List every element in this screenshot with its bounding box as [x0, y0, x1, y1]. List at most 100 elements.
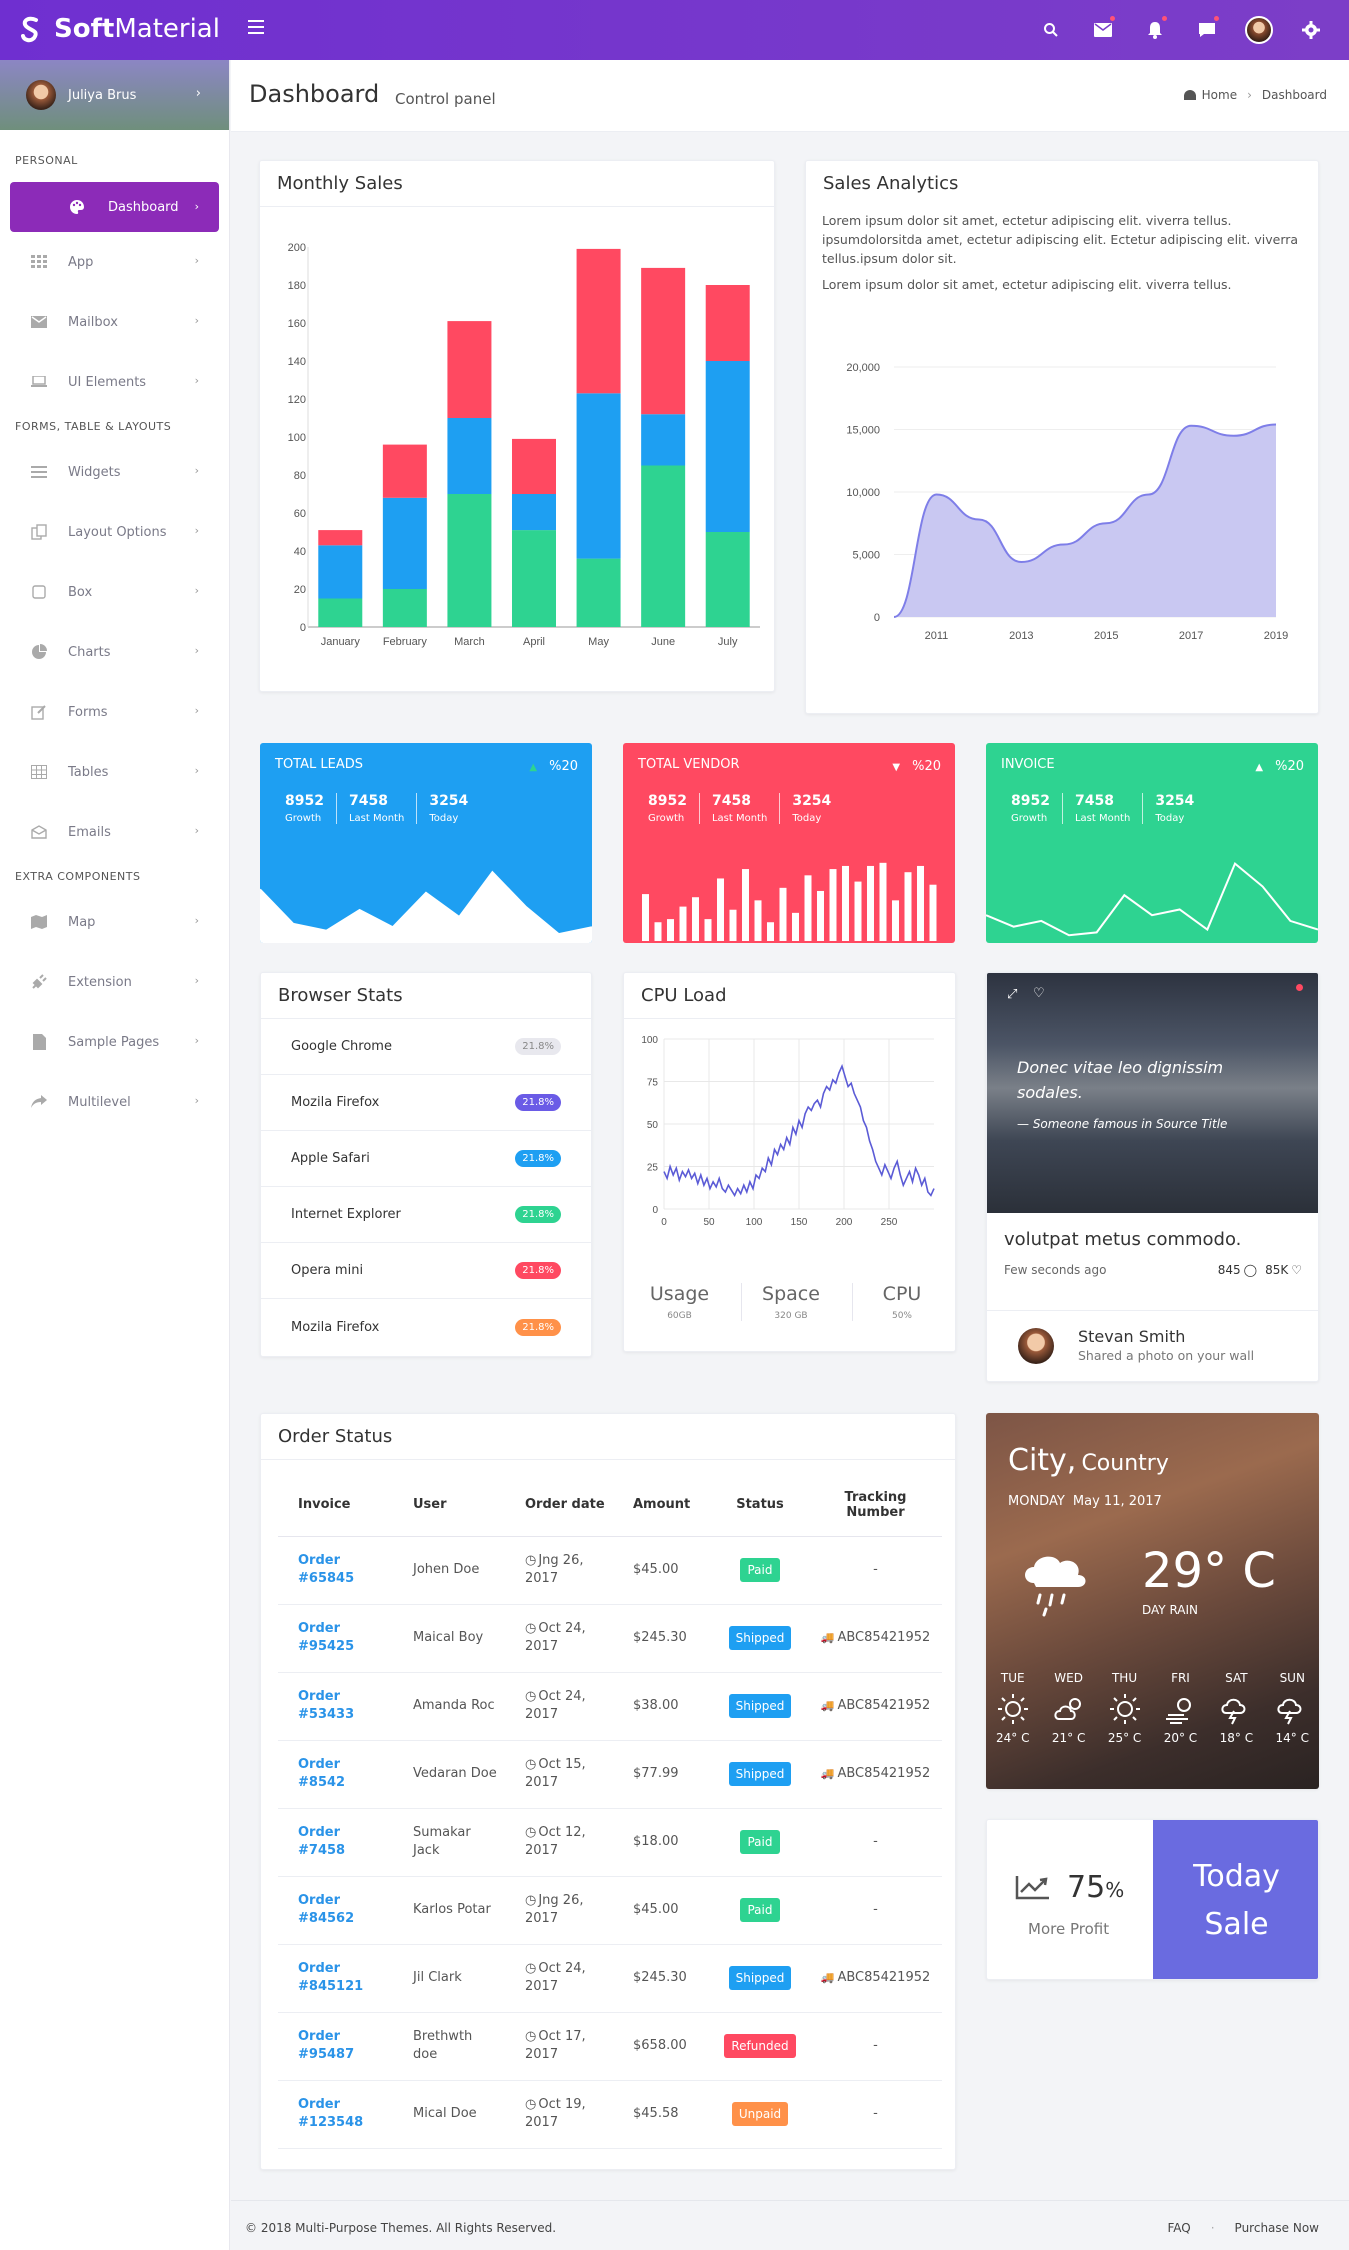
- user-avatar-button[interactable]: [1233, 0, 1285, 60]
- list-item[interactable]: Google Chrome 21.8%: [261, 1019, 591, 1075]
- sidebar-item-emails[interactable]: Emails ›: [0, 802, 229, 862]
- search-icon[interactable]: [1025, 0, 1077, 60]
- table-row[interactable]: Order #84562 Karlos Potar ◷ Jng 26, 2017 $45…: [278, 1876, 942, 1945]
- bar-segment[interactable]: [705, 285, 750, 361]
- tracking-cell: 🚚 ABC85421952: [809, 1944, 942, 2013]
- order-status-cell: Shipped: [711, 1944, 809, 2013]
- expand-icon[interactable]: ⤢: [1007, 987, 1018, 1002]
- list-item[interactable]: Apple Safari 21.8%: [261, 1131, 591, 1187]
- bar-segment[interactable]: [318, 598, 363, 628]
- table-row[interactable]: Order #8542 Vedaran Doe ◷ Oct 15, 2017 $77.9…: [278, 1740, 942, 1809]
- sidebar-item-tables[interactable]: Tables ›: [0, 742, 229, 802]
- bar-segment[interactable]: [576, 393, 621, 559]
- invoice-card[interactable]: INVOICE ▲ %20 8952 Growth 7458 Last Month 3254 T…: [986, 743, 1318, 943]
- menu-toggle-icon[interactable]: [248, 20, 264, 34]
- bar-segment[interactable]: [382, 589, 427, 627]
- sidebar-item-app[interactable]: App ›: [0, 232, 229, 292]
- order-amount: $45.00: [613, 1876, 711, 1945]
- list-item[interactable]: Internet Explorer 21.8%: [261, 1187, 591, 1243]
- invoice-link[interactable]: Order #95487: [278, 2012, 393, 2081]
- bar-segment[interactable]: [447, 321, 492, 418]
- invoice-link[interactable]: Order #845121: [278, 1944, 393, 2013]
- heart-icon[interactable]: ♡: [1033, 986, 1045, 1001]
- table-row[interactable]: Order #845121 Jil Clark ◷ Oct 24, 2017 $245.…: [278, 1944, 942, 2013]
- table-row[interactable]: Order #95425 Maical Boy ◷ Oct 24, 2017 $245.…: [278, 1604, 942, 1673]
- bar-segment[interactable]: [318, 545, 363, 599]
- bar-segment[interactable]: [447, 418, 492, 494]
- bar-segment[interactable]: [705, 532, 750, 627]
- list-item[interactable]: Mozila Firefox 21.8%: [261, 1075, 591, 1131]
- sidebar-item-dashboard[interactable]: Dashboard ›: [10, 182, 219, 232]
- invoice-link[interactable]: Order #123548: [278, 2080, 393, 2149]
- post-heading[interactable]: volutpat metus commodo.: [1004, 1229, 1242, 1250]
- gear-icon[interactable]: [1285, 0, 1337, 60]
- footer-link-faq[interactable]: FAQ: [1167, 2221, 1191, 2235]
- status-badge: Shipped: [728, 1762, 792, 1786]
- invoice-link[interactable]: Order #7458: [278, 1808, 393, 1877]
- list-item[interactable]: Opera mini 21.8%: [261, 1243, 591, 1299]
- footer-link-purchase[interactable]: Purchase Now: [1234, 2221, 1319, 2235]
- sidebar-item-ui-elements[interactable]: UI Elements ›: [0, 352, 229, 412]
- table-row[interactable]: Order #95487 Brethwth doe ◷ Oct 17, 2017 $65…: [278, 2012, 942, 2081]
- sidebar-item-map[interactable]: Map ›: [0, 892, 229, 952]
- bar-segment[interactable]: [641, 267, 686, 415]
- column-header[interactable]: User: [393, 1474, 505, 1537]
- sidebar-item-box[interactable]: Box ›: [0, 562, 229, 622]
- user-name[interactable]: Stevan Smith: [1078, 1327, 1186, 1346]
- bar-segment[interactable]: [318, 530, 363, 546]
- bar-segment[interactable]: [512, 438, 556, 494]
- table-row[interactable]: Order #53433 Amanda Roc ◷ Oct 24, 2017 $38.0…: [278, 1672, 942, 1741]
- column-header[interactable]: Amount: [613, 1474, 711, 1537]
- sidebar-item-extension[interactable]: Extension ›: [0, 952, 229, 1012]
- bar-segment[interactable]: [641, 414, 686, 466]
- total-vendor-card[interactable]: TOTAL VENDOR ▼ %20 8952 Growth 7458 Last Month…: [623, 743, 955, 943]
- list-item[interactable]: Mozila Firefox 21.8%: [261, 1299, 591, 1355]
- logo[interactable]: Soft Material: [16, 14, 220, 44]
- bar-segment[interactable]: [512, 530, 556, 627]
- column-header[interactable]: Tracking Number: [809, 1474, 942, 1537]
- column-header[interactable]: Status: [711, 1474, 809, 1537]
- mail-icon[interactable]: [1077, 0, 1129, 60]
- bar-segment[interactable]: [447, 494, 492, 627]
- invoice-link[interactable]: Order #8542: [278, 1740, 393, 1809]
- forecast-day: SAT 18° C: [1220, 1671, 1253, 1745]
- sidebar-item-layout-options[interactable]: Layout Options ›: [0, 502, 229, 562]
- invoice-link[interactable]: Order #65845: [278, 1536, 393, 1605]
- total-leads-card[interactable]: TOTAL LEADS ▲ %20 8952 Growth 7458 Last Month 3…: [260, 743, 592, 943]
- bar-segment[interactable]: [641, 465, 686, 628]
- bell-icon[interactable]: [1129, 0, 1181, 60]
- invoice-link[interactable]: Order #95425: [278, 1604, 393, 1673]
- bar-segment[interactable]: [576, 248, 621, 394]
- bar-segment[interactable]: [512, 494, 556, 531]
- heart-icon[interactable]: ♡: [1291, 1263, 1302, 1277]
- sidebar-item-charts[interactable]: Charts ›: [0, 622, 229, 682]
- bar-segment[interactable]: [382, 497, 427, 589]
- table-row[interactable]: Order #123548 Mical Doe ◷ Oct 19, 2017 $45.5…: [278, 2080, 942, 2149]
- order-user: Mical Doe: [393, 2080, 505, 2149]
- sidebar-item-forms[interactable]: Forms ›: [0, 682, 229, 742]
- sidebar-item-multilevel[interactable]: Multilevel ›: [0, 1072, 229, 1132]
- user-panel[interactable]: Juliya Brus ›: [0, 60, 229, 130]
- invoice-link[interactable]: Order #53433: [278, 1672, 393, 1741]
- invoice-link[interactable]: Order #84562: [278, 1876, 393, 1945]
- column-header[interactable]: Order date: [505, 1474, 613, 1537]
- table-row[interactable]: Order #7458 Sumakar Jack ◷ Oct 12, 2017 $18.…: [278, 1808, 942, 1877]
- table-row[interactable]: Order #65845 Johen Doe ◷ Jng 26, 2017 $45.00…: [278, 1536, 942, 1605]
- sidebar-item-mailbox[interactable]: Mailbox ›: [0, 292, 229, 352]
- bar-segment[interactable]: [576, 558, 621, 627]
- comment-icon[interactable]: ◯: [1243, 1263, 1258, 1277]
- browser-stats-card: Browser Stats Google Chrome 21.8% Mozila F…: [260, 972, 592, 1357]
- breadcrumb-home[interactable]: Home: [1201, 88, 1238, 102]
- column-header[interactable]: Invoice: [278, 1474, 393, 1537]
- cpu-line: [663, 1063, 935, 1198]
- sidebar-item-widgets[interactable]: Widgets ›: [0, 442, 229, 502]
- sidebar-item-label: Charts: [68, 644, 111, 660]
- cpu-metric: Space 320 GB: [740, 1283, 841, 1321]
- bar-segment[interactable]: [382, 444, 427, 498]
- today-sale-panel[interactable]: Today Sale: [1153, 1820, 1318, 1979]
- sidebar-item-sample-pages[interactable]: Sample Pages ›: [0, 1012, 229, 1072]
- chat-icon[interactable]: [1181, 0, 1233, 60]
- sparkline-bar: [654, 922, 662, 941]
- bar-segment[interactable]: [705, 361, 750, 532]
- stat-sparkline: [986, 861, 1318, 937]
